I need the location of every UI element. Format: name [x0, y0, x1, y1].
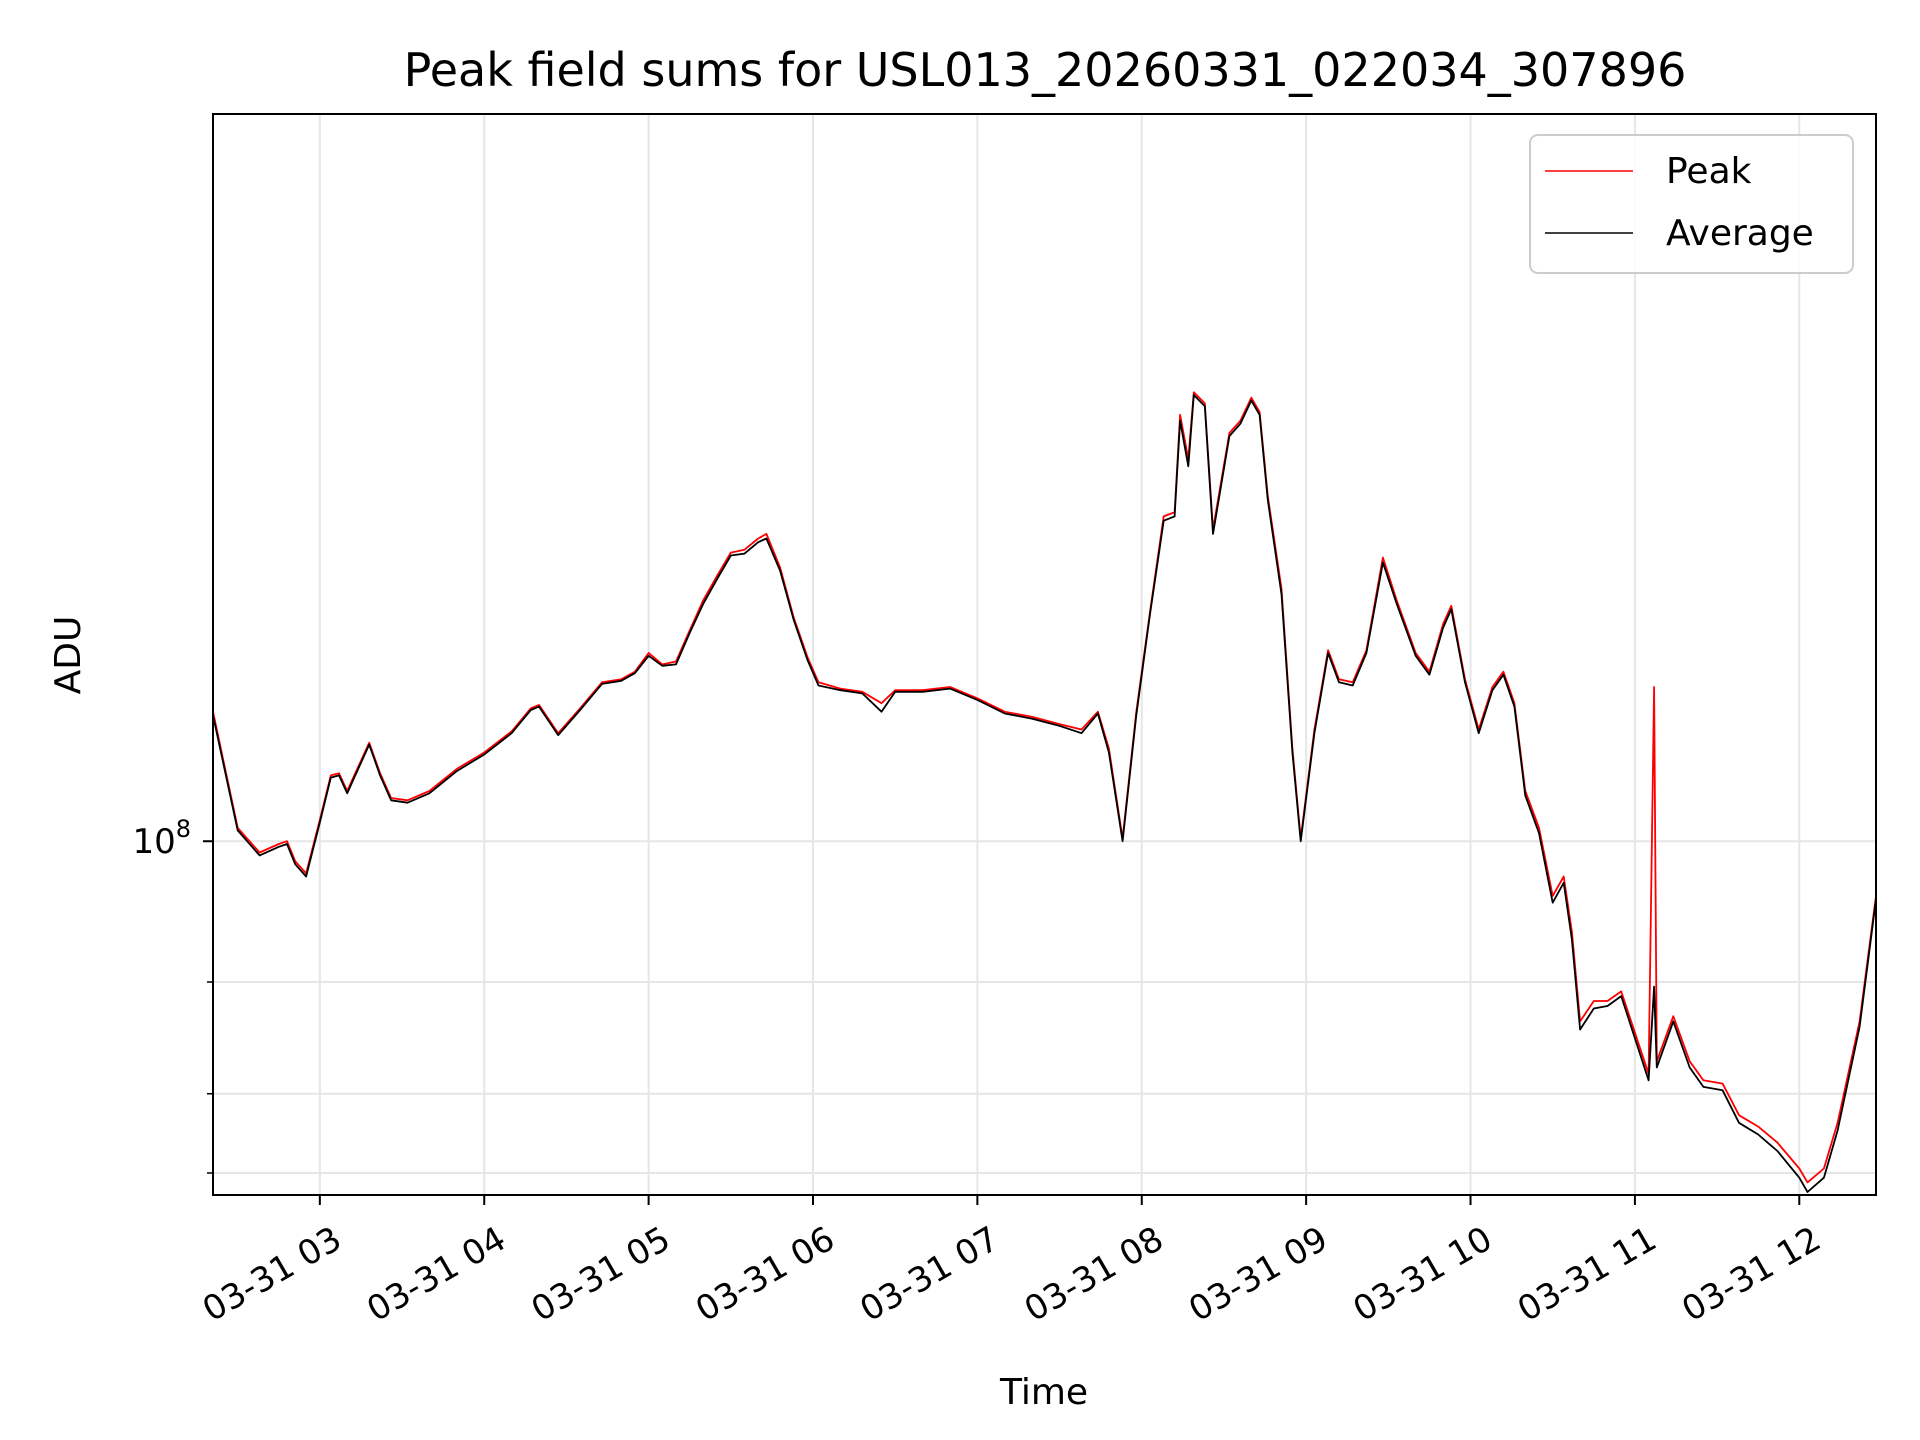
- plot-frame: [212, 113, 1877, 1196]
- plot-layer: [212, 391, 1877, 1193]
- legend: Peak Average: [1529, 134, 1854, 274]
- legend-box: [1529, 134, 1854, 274]
- y-axis-label: ADU: [48, 616, 89, 695]
- chart-title: Peak field sums for USL013_20260331_0220…: [404, 43, 1687, 97]
- x-axis-label: Time: [999, 1372, 1088, 1413]
- y-tick-label: 108: [132, 815, 191, 862]
- series-line-average: [212, 394, 1877, 1193]
- legend-label-average: Average: [1666, 213, 1814, 254]
- legend-label-peak: Peak: [1666, 151, 1752, 192]
